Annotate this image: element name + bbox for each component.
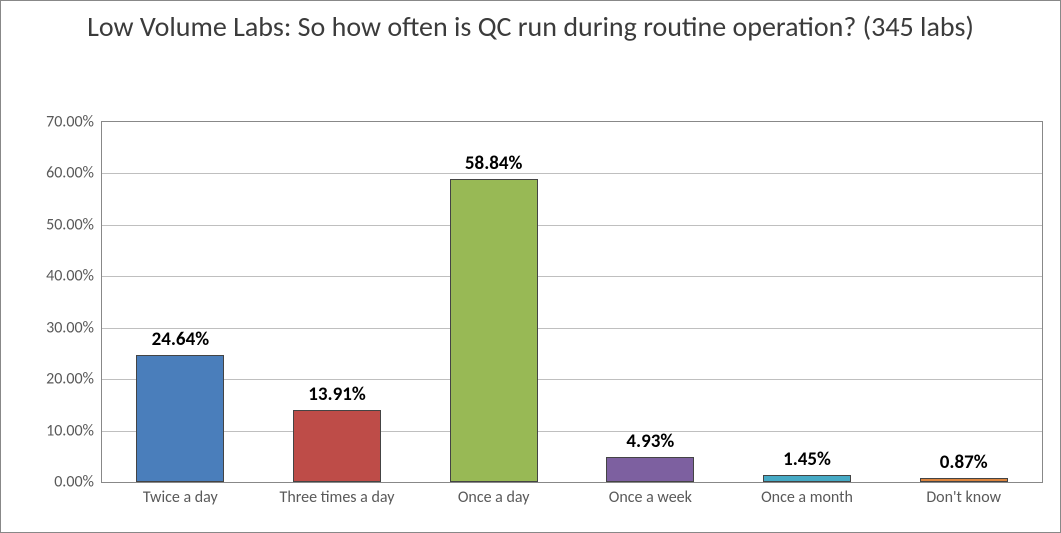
chart-title: Low Volume Labs: So how often is QC run … (1, 1, 1060, 43)
x-tick-label: Once a week (609, 488, 692, 507)
x-tick-label: Three times a day (280, 488, 395, 507)
data-label: 13.91% (308, 383, 365, 406)
gridline (102, 431, 1042, 432)
y-tick-label: 50.00% (46, 215, 94, 234)
data-label: 24.64% (152, 328, 209, 351)
data-label: 4.93% (626, 430, 674, 453)
y-tick-label: 40.00% (46, 267, 94, 286)
y-tick-label: 0.00% (54, 473, 94, 492)
x-tick-label: Once a day (458, 488, 530, 507)
data-label: 1.45% (783, 448, 831, 471)
x-tick-label: Once a month (761, 488, 853, 507)
chart-frame: Low Volume Labs: So how often is QC run … (0, 0, 1061, 533)
y-tick-label: 60.00% (46, 164, 94, 183)
gridline (102, 225, 1042, 226)
bar (293, 410, 381, 482)
x-tick-label: Don't know (926, 488, 1001, 507)
bar (763, 475, 851, 482)
bar (606, 457, 694, 482)
y-tick-label: 20.00% (46, 370, 94, 389)
bar (136, 355, 224, 482)
y-tick-label: 10.00% (46, 421, 94, 440)
data-label: 58.84% (465, 152, 522, 175)
bar (450, 179, 538, 482)
y-tick-label: 30.00% (46, 318, 94, 337)
data-label: 0.87% (940, 451, 988, 474)
plot-area: 0.00%10.00%20.00%30.00%40.00%50.00%60.00… (101, 121, 1043, 483)
gridline (102, 276, 1042, 277)
gridline (102, 328, 1042, 329)
gridline (102, 379, 1042, 380)
y-tick-label: 70.00% (46, 113, 94, 132)
bar (920, 478, 1008, 482)
gridline (102, 173, 1042, 174)
x-tick-label: Twice a day (143, 488, 218, 507)
